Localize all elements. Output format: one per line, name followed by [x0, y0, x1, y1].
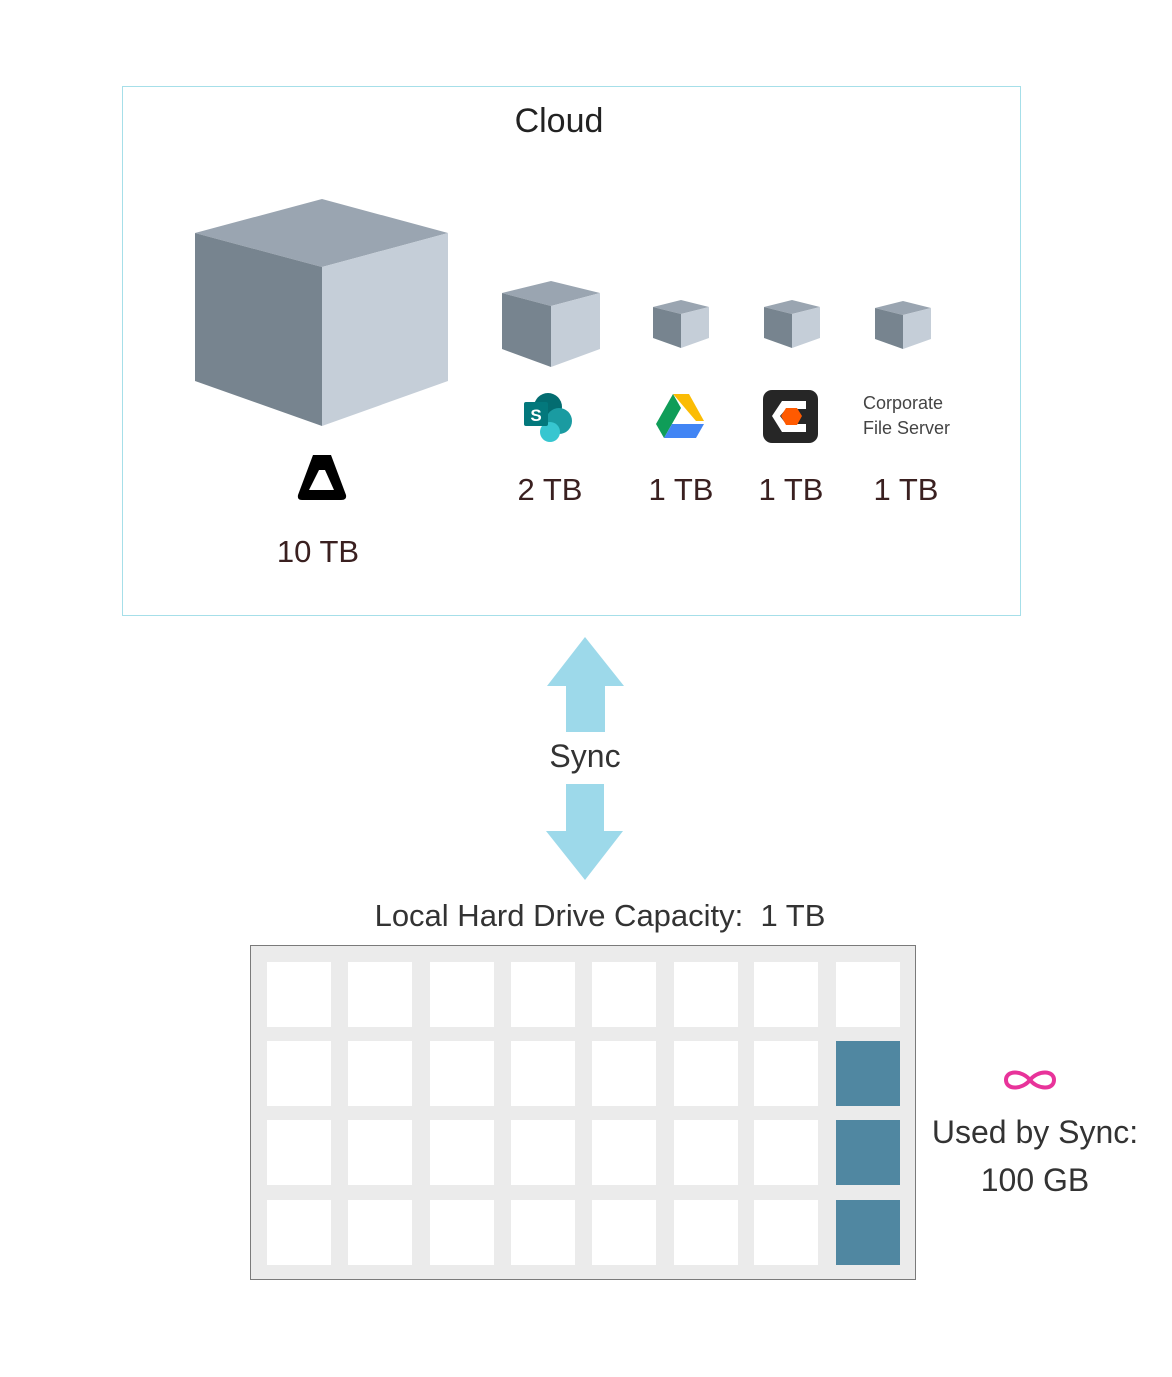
size-label-10tb: 10 TB [276, 534, 360, 569]
storage-block-free [511, 962, 575, 1027]
storage-block-free [430, 1120, 494, 1185]
size-label-gdrive: 1 TB [648, 472, 714, 507]
storage-block-free [430, 1041, 494, 1106]
arrow-up [547, 637, 624, 732]
storage-block-free [267, 1200, 331, 1265]
storage-block-free [836, 962, 900, 1027]
cube-1tb-fileserver [875, 301, 931, 349]
storage-block-used [836, 1120, 900, 1185]
infinity-icon [1003, 1070, 1057, 1090]
fileserver-label-line1: Corporate [863, 393, 944, 413]
cloud-title: Cloud [514, 102, 604, 140]
cube-1tb-gdrive [653, 300, 709, 348]
size-label-sharepoint: 2 TB [517, 472, 583, 507]
storage-block-free [430, 962, 494, 1027]
storage-grid [267, 962, 900, 1265]
storage-block-free [754, 1041, 818, 1106]
arrow-down [546, 784, 623, 880]
local-drive-label: Local Hard Drive Capacity: 1 TB [374, 898, 826, 933]
google-drive-icon [656, 394, 704, 438]
storage-block-free [754, 1120, 818, 1185]
storage-block-free [674, 1041, 738, 1106]
storage-block-free [592, 1200, 656, 1265]
storage-block-free [592, 1041, 656, 1106]
storage-block-free [511, 1200, 575, 1265]
delta-logo-icon [297, 455, 347, 500]
storage-block-free [348, 962, 412, 1027]
storage-block-used [836, 1200, 900, 1265]
storage-block-free [348, 1200, 412, 1265]
sync-arrows [546, 637, 624, 880]
used-by-sync-value: 100 GB [980, 1162, 1090, 1198]
storage-block-free [674, 1120, 738, 1185]
storage-block-free [348, 1120, 412, 1185]
size-label-egnyte: 1 TB [758, 472, 824, 507]
storage-block-free [267, 1041, 331, 1106]
size-label-fileserver: 1 TB [873, 472, 939, 507]
storage-block-free [511, 1041, 575, 1106]
storage-block-free [592, 1120, 656, 1185]
cube-1tb-egnyte [764, 300, 820, 348]
storage-block-free [592, 962, 656, 1027]
cube-10tb [195, 199, 448, 426]
egnyte-icon [763, 390, 818, 443]
storage-block-free [267, 1120, 331, 1185]
cube-2tb [502, 281, 600, 367]
sync-label: Sync [549, 738, 621, 774]
storage-block-used [836, 1041, 900, 1106]
storage-block-free [348, 1041, 412, 1106]
storage-block-free [511, 1120, 575, 1185]
storage-block-free [754, 1200, 818, 1265]
storage-block-free [674, 962, 738, 1027]
cloud-container [122, 86, 1021, 616]
storage-block-free [267, 962, 331, 1027]
fileserver-label-line2: File Server [863, 418, 951, 438]
storage-block-free [430, 1200, 494, 1265]
sharepoint-icon: S [524, 393, 572, 442]
storage-block-free [674, 1200, 738, 1265]
storage-block-free [754, 962, 818, 1027]
svg-text:S: S [530, 406, 541, 425]
used-by-sync-label: Used by Sync: [931, 1114, 1139, 1150]
